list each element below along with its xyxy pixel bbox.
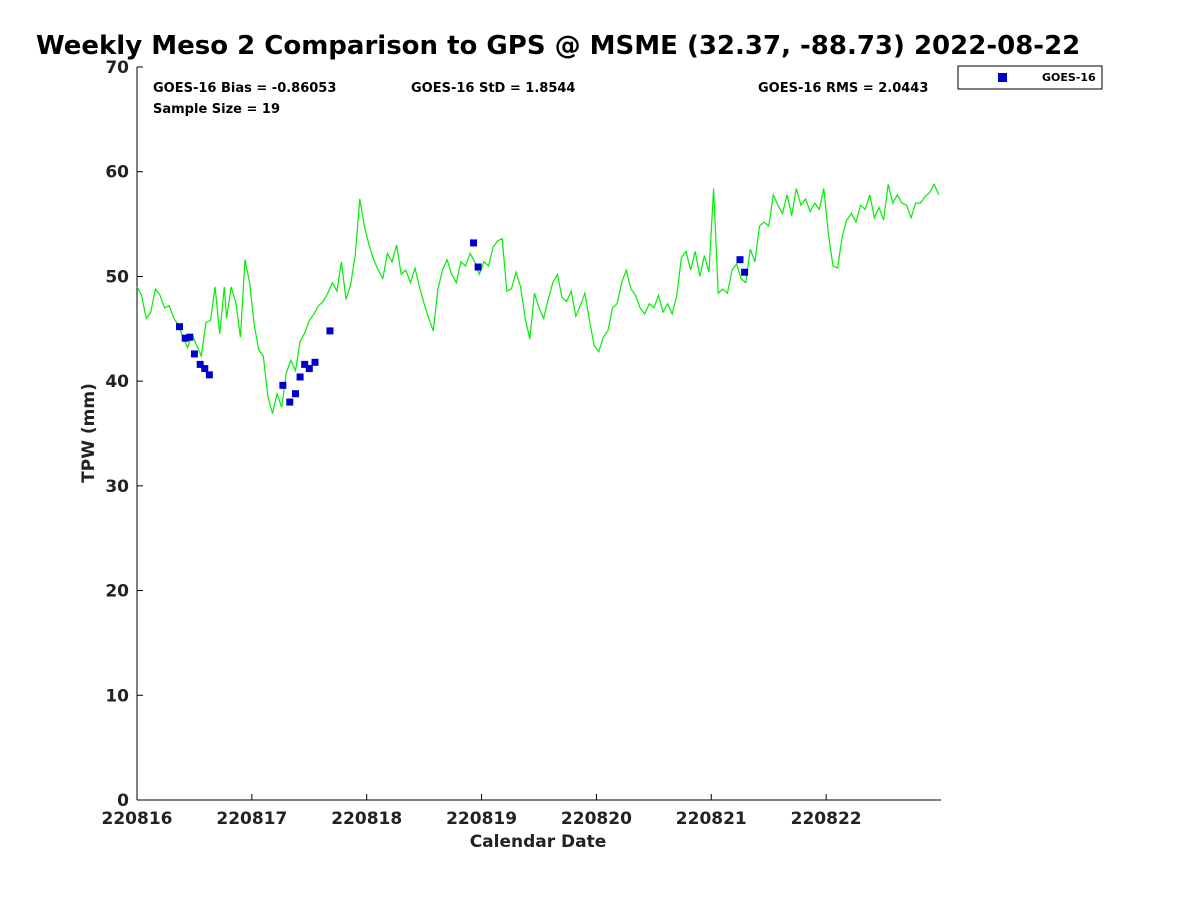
gps-tpw-line: [136, 182, 940, 414]
axes: 0 10 20 30 40 50 60 70 220816 220817 220818 220819 2…: [102, 58, 941, 829]
goes16-data-point: [470, 239, 478, 247]
goes16-data-point: [301, 360, 309, 368]
stat-bias: GOES-16 Bias = -0.86053: [153, 81, 336, 96]
goes16-data-point: [190, 350, 198, 358]
goes16-data-point: [186, 333, 194, 341]
stat-sample-size: Sample Size = 19: [153, 102, 280, 117]
y-tick-label: 0: [117, 791, 129, 811]
x-tick-label: 220817: [216, 809, 287, 829]
goes16-data-point: [175, 323, 183, 331]
legend: GOES-16: [957, 65, 1103, 90]
x-tick-label: 220819: [446, 809, 517, 829]
goes16-data-point: [279, 381, 287, 389]
goes16-data-point: [286, 398, 294, 406]
goes16-data-point: [311, 358, 319, 366]
x-tick-label: 220820: [561, 809, 632, 829]
legend-box: [957, 65, 1103, 90]
goes16-data-point: [201, 365, 209, 373]
goes16-data-point: [326, 327, 334, 335]
goes16-data-point: [305, 365, 313, 373]
goes16-data-point: [474, 263, 482, 271]
goes16-data-point: [196, 360, 204, 368]
y-tick-label: 70: [105, 58, 129, 78]
stat-rms: GOES-16 RMS = 2.0443: [758, 81, 928, 96]
y-tick-label: 40: [105, 372, 129, 392]
chart-title: Weekly Meso 2 Comparison to GPS @ MSME (…: [36, 31, 1080, 61]
legend-label-goes16: GOES-16: [1042, 71, 1096, 84]
legend-marker-goes16: [998, 73, 1007, 82]
y-tick-label: 30: [105, 477, 129, 497]
goes16-scatter-series: [175, 239, 749, 406]
y-axis-label: TPW (mm): [79, 383, 99, 483]
x-tick-label: 220816: [102, 809, 173, 829]
y-tick-label: 60: [105, 163, 129, 183]
x-tick-label: 220822: [791, 809, 862, 829]
goes16-data-point: [292, 390, 300, 398]
goes16-data-point: [296, 373, 304, 381]
goes16-data-point: [205, 371, 213, 379]
x-tick-label: 220821: [676, 809, 747, 829]
x-tick-label: 220818: [331, 809, 402, 829]
y-tick-label: 20: [105, 582, 129, 602]
y-tick-label: 10: [105, 686, 129, 706]
goes16-data-point: [741, 268, 749, 276]
goes16-data-point: [736, 256, 744, 264]
stat-std: GOES-16 StD = 1.8544: [411, 81, 575, 96]
gps-line-series: [136, 182, 940, 414]
x-axis-label: Calendar Date: [470, 832, 607, 852]
y-tick-label: 50: [105, 267, 129, 287]
goes16-data-point: [181, 334, 189, 342]
